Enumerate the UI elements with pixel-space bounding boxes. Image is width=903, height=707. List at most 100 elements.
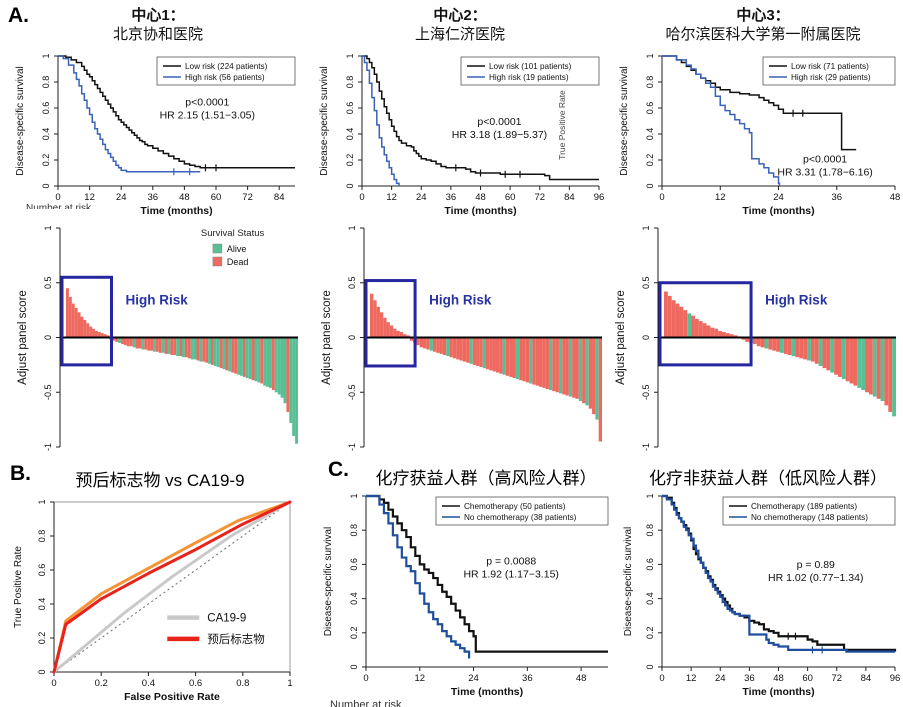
waterfall-bar [572, 337, 576, 398]
waterfall-bar [764, 337, 769, 349]
waterfall-bar [179, 337, 182, 357]
waterfall-bar [702, 323, 707, 338]
waterfall-bar [269, 337, 272, 388]
waterfall-bar [106, 335, 110, 338]
svg-text:12: 12 [386, 192, 397, 203]
legend-swatch-dead [212, 256, 223, 267]
waterfall-bar [213, 337, 217, 366]
center1-title-line1: 中心1： [131, 7, 185, 24]
km-curve [662, 494, 895, 653]
waterfall-bar [158, 337, 162, 353]
svg-text:HR 3.18 (1.89−5.37): HR 3.18 (1.89−5.37) [452, 129, 547, 141]
waterfall-bar [225, 337, 229, 371]
high-risk-box [60, 275, 113, 367]
waterfall-bar [234, 337, 238, 374]
waterfall-bar [760, 337, 765, 348]
waterfall-bar [80, 316, 84, 338]
svg-text:48: 48 [179, 192, 190, 203]
svg-text:96: 96 [594, 192, 605, 203]
svg-text:48: 48 [773, 673, 784, 684]
waterfall-bar [562, 337, 566, 395]
svg-text:High risk (29 patients): High risk (29 patients) [791, 73, 871, 82]
waterfall-bar [155, 337, 159, 352]
waterfall-bar [888, 337, 893, 412]
center3-title: 中心3： 哈尔滨医科大学第一附属医院 [626, 6, 900, 44]
waterfall-bar [150, 337, 153, 351]
svg-text:0.6: 0.6 [37, 564, 47, 577]
waterfall-bar [548, 337, 553, 391]
waterfall-bar [199, 337, 203, 362]
waterfall-bar [892, 337, 896, 417]
waterfall-bar [135, 337, 139, 349]
waterfall-bar [810, 337, 815, 362]
waterfall-bar [552, 337, 556, 392]
svg-text:High risk (56 patients): High risk (56 patients) [185, 73, 265, 82]
svg-text:0: 0 [349, 664, 359, 669]
km-curve [58, 55, 201, 173]
waterfall-bar [419, 337, 424, 348]
waterfall-bar [173, 337, 177, 356]
waterfall-bar [683, 310, 688, 338]
svg-text:0.8: 0.8 [41, 76, 51, 89]
waterfall-bar [718, 330, 722, 338]
waterfall-bar [725, 333, 730, 338]
waterfall-bar [153, 337, 156, 352]
waterfall-bar [834, 337, 838, 375]
waterfall-bar [849, 337, 854, 384]
svg-text:-0.5: -0.5 [43, 384, 53, 400]
waterfall-bar [208, 337, 211, 364]
waterfall-bar [399, 332, 404, 338]
center3-title-line1: 中心3： [736, 7, 790, 24]
waterfall-bar [124, 337, 127, 346]
svg-text:0.2: 0.2 [645, 627, 655, 640]
waterfall-chart-center2: -1 -0.5 0 0.5 1 Adjust panel score High Risk [318, 222, 610, 455]
waterfall-bar [83, 319, 87, 338]
legend-box [722, 496, 896, 526]
waterfall-bar [667, 295, 672, 338]
waterfall-bar [271, 337, 275, 391]
waterfall-bar [698, 321, 703, 338]
waterfall-bar [459, 337, 463, 361]
waterfall-bar [161, 337, 165, 353]
svg-text:1: 1 [347, 225, 357, 230]
svg-text:Time (months): Time (months) [140, 205, 212, 217]
waterfall-bar [231, 337, 235, 373]
waterfall-bar [240, 337, 243, 376]
waterfall-bar [588, 337, 593, 409]
svg-text:Low risk (101 patients): Low risk (101 patients) [489, 62, 572, 71]
waterfall-bar [393, 328, 397, 338]
svg-text:12: 12 [715, 192, 726, 203]
center2-title: 中心2： 上海仁济医院 [330, 6, 590, 44]
waterfall-bar [679, 306, 684, 338]
waterfall-bar [187, 337, 191, 359]
waterfall-bar [664, 291, 668, 338]
km-c2-svg: 0 12 24 36 48 60 72 84 96 0 0.2 0.4 0.6 0.8 1 Time (mon… [623, 493, 900, 698]
waterfall-bar [456, 337, 460, 360]
svg-text:0.6: 0.6 [41, 102, 51, 115]
waterfall-bar [283, 337, 287, 404]
waterfall-bar [254, 337, 258, 382]
svg-text:12: 12 [84, 192, 95, 203]
waterfall-bar [237, 337, 240, 375]
waterfall-bar [733, 335, 738, 338]
waterfall-bar [266, 337, 269, 387]
svg-text:0: 0 [645, 664, 655, 669]
waterfall-bar [857, 337, 862, 388]
svg-text:0.4: 0.4 [345, 128, 355, 141]
waterfall-bar [476, 337, 480, 366]
waterfall-bar [115, 337, 119, 342]
high-risk-box [364, 279, 417, 368]
svg-text:Adjust panel score: Adjust panel score [321, 290, 333, 385]
svg-text:Adjust panel score: Adjust panel score [17, 290, 29, 385]
panel-a-label: A. [8, 4, 29, 27]
waterfall-bar [722, 332, 726, 338]
waterfall-bar [592, 337, 596, 415]
svg-text:12: 12 [414, 673, 425, 684]
svg-text:60: 60 [802, 673, 813, 684]
svg-text:0.6: 0.6 [645, 558, 655, 571]
svg-text:0.8: 0.8 [37, 530, 47, 543]
svg-text:No chemotherapy (38 patients): No chemotherapy (38 patients) [464, 513, 577, 522]
waterfall-bar [280, 337, 284, 398]
waterfall-bar [515, 337, 520, 380]
waterfall-bar [756, 337, 761, 347]
